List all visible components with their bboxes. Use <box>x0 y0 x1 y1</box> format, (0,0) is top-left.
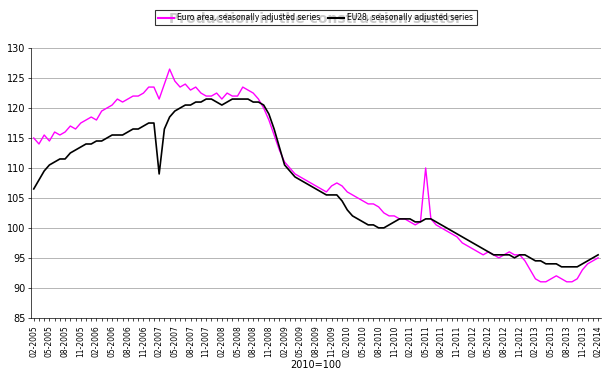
Euro area, seasonally adjusted series <box>406 220 414 224</box>
X-axis label: 2010=100: 2010=100 <box>290 360 342 370</box>
Title: Production in the construction sector: Production in the construction sector <box>170 12 462 26</box>
EU28, seasonally adjusted series <box>558 265 565 269</box>
EU28, seasonally adjusted series <box>339 199 346 203</box>
Euro area, seasonally adjusted series <box>339 184 346 188</box>
Euro area, seasonally adjusted series <box>343 190 351 194</box>
EU28, seasonally adjusted series <box>187 103 194 107</box>
EU28, seasonally adjusted series <box>595 253 602 257</box>
Line: Euro area, seasonally adjusted series: Euro area, seasonally adjusted series <box>34 69 598 282</box>
Line: EU28, seasonally adjusted series: EU28, seasonally adjusted series <box>34 99 598 267</box>
EU28, seasonally adjusted series <box>223 100 231 104</box>
Euro area, seasonally adjusted series <box>537 280 544 284</box>
Euro area, seasonally adjusted series <box>30 136 37 140</box>
Euro area, seasonally adjusted series <box>192 85 199 89</box>
Euro area, seasonally adjusted series <box>595 256 602 260</box>
EU28, seasonally adjusted series <box>30 187 37 191</box>
Euro area, seasonally adjusted series <box>166 67 173 71</box>
EU28, seasonally adjusted series <box>343 208 351 212</box>
EU28, seasonally adjusted series <box>72 148 79 152</box>
EU28, seasonally adjusted series <box>406 217 414 221</box>
Legend: Euro area, seasonally adjusted series, EU28, seasonally adjusted series: Euro area, seasonally adjusted series, E… <box>156 10 476 25</box>
Euro area, seasonally adjusted series <box>72 127 79 131</box>
EU28, seasonally adjusted series <box>203 97 210 101</box>
Euro area, seasonally adjusted series <box>223 91 231 95</box>
